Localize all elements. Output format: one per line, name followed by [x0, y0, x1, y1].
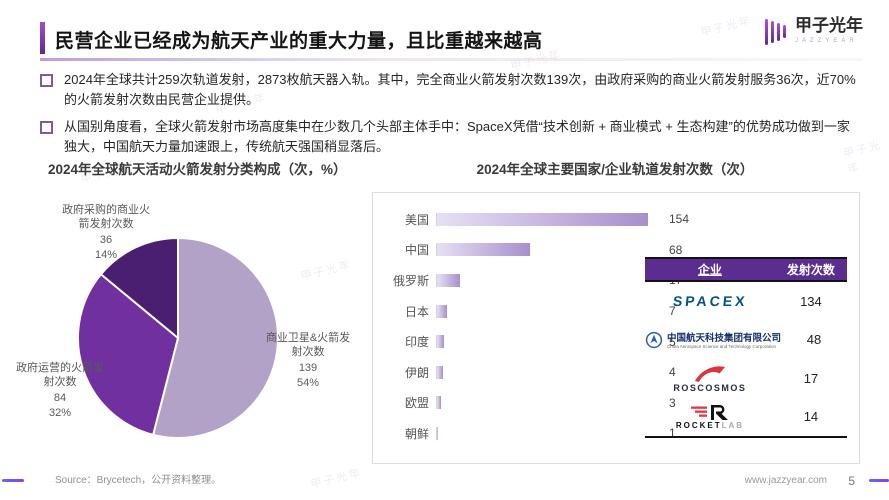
bar-row: 俄罗斯 17	[381, 265, 689, 296]
bar-category: 日本	[404, 304, 429, 319]
bullet-item: 从国别角度看，全球火箭发射市场高度集中在少数几个头部主体手中：SpaceX凭借“…	[40, 117, 858, 156]
bar-row: 印度 5	[381, 326, 689, 357]
bar	[437, 426, 439, 440]
title-underline	[40, 58, 862, 61]
roscosmos-logo: ROSCOSMOS	[673, 364, 746, 393]
bar-category: 俄罗斯	[392, 273, 429, 288]
table-row: ROCKETLAB 14	[645, 398, 847, 437]
bar	[437, 212, 648, 226]
pie-chart-title: 2024年全球航天活动火箭发射分类构成（次，%）	[48, 162, 347, 177]
rocketlab-logo: ROCKETLAB	[676, 403, 744, 430]
table-header: 企业 发射次数	[645, 257, 847, 282]
bar-category: 伊朗	[404, 365, 429, 380]
title-accent-bar	[40, 22, 45, 54]
bar	[437, 365, 443, 379]
table-row: ROSCOSMOS 17	[645, 359, 847, 398]
bar	[437, 304, 447, 318]
bar-value: 154	[669, 212, 690, 227]
launch-count: 134	[800, 293, 822, 309]
bullet-text: 2024年全球共计259次轨道发射，2873枚航天器入轨。其中，完全商业火箭发射…	[64, 72, 856, 107]
bar-category: 朝鲜	[404, 426, 429, 441]
brand-latin: JAZZYEAR	[795, 38, 858, 45]
bar-value: 68	[669, 242, 683, 257]
pie-label-commercial: 商业卫星&火箭发射次数 139 54%	[265, 332, 351, 390]
bar-row: 日本 7	[381, 296, 689, 327]
roscosmos-swoosh-icon	[694, 366, 725, 382]
watermark: 甲子光年	[699, 14, 753, 40]
bar-row: 中国 68	[381, 235, 689, 266]
footer-dash-left	[2, 479, 24, 482]
bar-value: 5	[669, 334, 676, 349]
bar-value: 4	[669, 365, 676, 380]
bar-value: 3	[669, 395, 676, 410]
bar-category: 欧盟	[404, 396, 429, 411]
launch-count: 14	[803, 409, 819, 425]
bar	[437, 335, 444, 349]
website-url: www.jazzyear.com	[744, 475, 827, 486]
bar	[437, 396, 442, 410]
launch-count: 48	[806, 332, 822, 348]
bar-chart-title: 2024年全球主要国家/企业轨道发射次数（次）	[476, 162, 754, 177]
bar-row: 朝鲜 1	[381, 418, 689, 449]
bullet-text: 从国别角度看，全球火箭发射市场高度集中在少数几个头部主体手中：SpaceX凭借“…	[64, 119, 850, 154]
bar-row: 伊朗 4	[381, 357, 689, 388]
launch-count-panel: 美国 154 中国 68 俄罗斯 17 日本 7 印度	[372, 192, 860, 464]
bullet-list: 2024年全球共计259次轨道发射，2873枚航天器入轨。其中，完全商业火箭发射…	[40, 70, 858, 164]
bar	[437, 273, 461, 287]
bar-value: 7	[669, 304, 676, 319]
bar-category: 美国	[404, 212, 429, 227]
bar-row: 欧盟 3	[381, 388, 689, 419]
brand-logo: 甲子光年 JAZZYEAR	[765, 16, 863, 45]
launch-count: 17	[803, 370, 819, 386]
pie-label-gov-procured: 政府采购的商业火箭发射次数 36 14%	[62, 204, 150, 262]
spacex-logo: SPACEX	[671, 293, 749, 310]
bar-category: 印度	[404, 335, 429, 350]
bullet-square-icon	[40, 121, 53, 134]
company-launch-table: 企业 发射次数 SPACEX 134	[645, 257, 847, 438]
table-header-count: 发射次数	[786, 263, 835, 277]
bar-category: 中国	[404, 243, 429, 258]
bar-chart: 美国 154 中国 68 俄罗斯 17 日本 7 印度	[381, 204, 689, 449]
bullet-square-icon	[40, 74, 53, 87]
table-row: SPACEX 134	[645, 282, 847, 321]
brand-name: 甲子光年	[795, 16, 863, 35]
table-row: 中国航天科技集团有限公司 China Aerospace Science and…	[645, 321, 847, 360]
page-title: 民营企业已经成为航天产业的重大力量，且比重越来越高	[55, 31, 543, 52]
pie-svg	[77, 236, 279, 439]
table-header-company: 企业	[697, 263, 722, 277]
casc-emblem-icon	[645, 331, 663, 348]
bar-value: 1	[669, 426, 676, 441]
brand-bars-icon	[765, 16, 786, 45]
footer-dash-right	[869, 479, 889, 482]
bar-row: 美国 154	[381, 204, 689, 235]
pie-label-gov-operated: 政府运营的火箭发射次数 84 32%	[16, 362, 104, 420]
bar	[437, 243, 531, 257]
rocketlab-r-icon	[690, 405, 728, 421]
page-number: 5	[848, 474, 855, 488]
source-note: Source：Brycetech，公开资料整理。	[55, 475, 222, 486]
bullet-item: 2024年全球共计259次轨道发射，2873枚航天器入轨。其中，完全商业火箭发射…	[40, 70, 858, 109]
pie-chart: 政府采购的商业火箭发射次数 36 14% 商业卫星&火箭发射次数 139 54%…	[0, 185, 372, 477]
casc-logo: 中国航天科技集团有限公司 China Aerospace Science and…	[645, 330, 781, 349]
